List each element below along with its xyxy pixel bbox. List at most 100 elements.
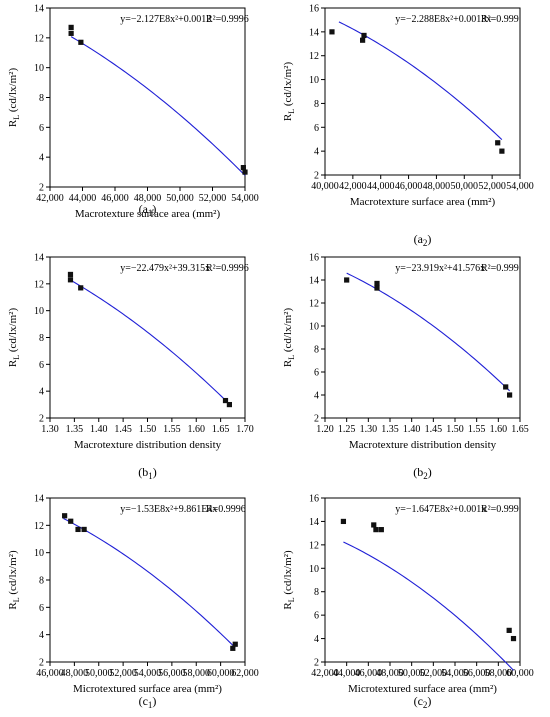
y-tick-label: 10 [34,548,44,559]
y-axis-label-unit: (cd/lx/m²) [7,68,19,115]
panel-caption-sub: 1 [148,208,153,218]
y-tick-label: 12 [34,279,44,290]
x-tick-label: 48,000 [61,668,89,679]
x-tick-label: 1.35 [66,424,84,435]
data-point [378,527,384,533]
x-axis-label: Macrotexture surface area (mm²) [350,196,496,208]
x-tick-label: 62,000 [231,668,259,679]
data-point [329,29,335,35]
x-tick-label: 1.35 [381,424,399,435]
data-point [68,518,74,524]
x-tick-label: 1.60 [188,424,206,435]
y-tick-label: 8 [314,345,319,356]
y-axis-label: RL (cd/lx/m²) [282,550,296,610]
fit-curve [63,517,236,649]
y-tick-label: 2 [39,183,44,194]
y-tick-label: 6 [39,360,44,371]
panel-caption-end: ) [428,465,432,479]
x-tick-label: 42,000 [36,193,64,204]
chart-a1: 42,000 44,000 46,000 48,000 50,000 52,000 54,0… [7,4,259,221]
data-point [75,526,81,533]
x-tick-label: 56,000 [463,668,491,679]
x-tick-label: 1.55 [163,424,181,435]
chart-b1: 1.30 1.35 1.40 1.45 1.50 1.55 1.60 1.65 1.70 2 4 6 8… [7,253,254,482]
x-tick-label: 1.20 [316,424,334,435]
plot-frame [324,256,521,419]
panel-caption-main: (b [138,465,148,479]
x-tick-label: 1.40 [90,424,108,435]
x-tick-label: 1.45 [114,424,132,435]
y-tick-label: 2 [39,414,44,425]
x-tick-label: 1.50 [446,424,464,435]
y-axis-label-sub: L [287,109,296,114]
y-tick-label: 12 [34,33,44,44]
y-tick-label: 4 [314,391,319,402]
panel-caption: (c2) [414,694,432,710]
fit-curve [70,36,246,176]
x-tick-label: 1.60 [490,424,508,435]
panel-caption-end: ) [153,465,157,479]
y-axis-label-unit: (cd/lx/m²) [282,550,294,597]
y-axis-label-unit: (cd/lx/m²) [7,550,19,597]
chart-b2: 1.20 1.25 1.30 1.35 1.40 1.45 1.50 1.55 1.60 1.65… [282,253,529,482]
x-tick-label: 56,000 [158,668,186,679]
panel-caption: (b2) [413,465,432,481]
x-tick-label: 1.65 [212,424,230,435]
y-axis-label-main: R [282,113,294,121]
y-tick-label: 10 [309,564,319,575]
data-point [344,277,350,283]
y-axis-label: RL (cd/lx/m²) [7,68,21,128]
y-tick-label: 2 [314,658,319,669]
panel-caption-main: (a [139,202,149,216]
panel-caption-sub: 2 [423,700,428,710]
data-point [371,522,377,528]
r-squared-label: R=0.9996 [206,504,246,515]
x-tick-label: 1.30 [360,424,378,435]
y-tick-label: 2 [314,414,319,425]
data-point [222,397,229,404]
x-tick-label: 52,000 [420,668,448,679]
y-tick-label: 16 [309,253,319,264]
data-point [495,140,501,146]
r-squared-label: R²=0.9996 [206,263,249,274]
fit-curve [346,272,510,392]
x-tick-label: 1.55 [468,424,486,435]
x-tick-label: 60,000 [207,668,235,679]
y-axis-label-unit: (cd/lx/m²) [282,62,294,109]
fit-curve [343,541,514,671]
y-tick-label: 6 [314,368,319,379]
y-axis-label-main: R [7,602,19,610]
x-tick-label: 42,000 [311,668,339,679]
panel-caption-end: ) [427,232,431,246]
fit-equation: y=−23.919x²+41.576x [395,263,485,274]
y-tick-label: 8 [39,576,44,587]
x-tick-label: 60,000 [506,668,534,679]
y-axis-label-sub: L [287,597,296,602]
data-point [78,285,84,291]
x-tick-label: 54,000 [134,668,162,679]
r-squared-label: R²=0.9996 [206,14,249,25]
y-tick-label: 16 [309,494,319,505]
x-tick-label: 44,000 [333,668,361,679]
x-tick-label: 58,000 [183,668,211,679]
panel-caption-end: ) [427,694,431,708]
x-tick-label: 1.65 [511,424,529,435]
y-tick-label: 12 [309,51,319,62]
y-tick-label: 6 [314,611,319,622]
fit-curve [69,279,230,405]
x-tick-label: 48,000 [423,181,451,192]
fit-equation: y=−1.53E8x²+9.861E4x [120,504,217,515]
panel-caption: (a1) [139,202,157,218]
data-point [78,39,84,45]
y-axis-label-sub: L [12,597,21,602]
data-point [242,169,248,175]
y-axis-label: RL (cd/lx/m²) [282,62,296,122]
y-axis-label: RL (cd/lx/m²) [7,308,21,368]
x-tick-label: 52,000 [109,668,137,679]
y-tick-label: 8 [39,333,44,344]
panel-caption-end: ) [152,202,156,216]
fit-equation: y=−2.127E8x²+0.0012 [120,14,211,25]
y-tick-label: 2 [39,658,44,669]
x-tick-label: 50,000 [451,181,479,192]
